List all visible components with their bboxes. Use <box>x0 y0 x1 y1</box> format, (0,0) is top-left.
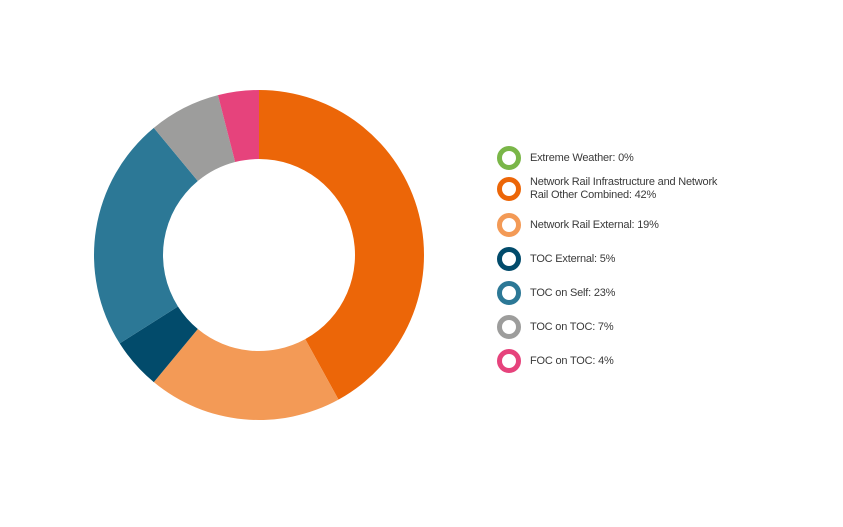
legend-item: FOC on TOC: 4% <box>497 349 614 373</box>
legend-marker-icon <box>497 247 521 271</box>
legend-label: Network Rail External: 19% <box>530 218 659 231</box>
legend-marker-icon <box>497 213 521 237</box>
legend-item: Extreme Weather: 0% <box>497 146 634 170</box>
legend-item: Network Rail Infrastructure and Network … <box>497 176 720 202</box>
donut-slice-5 <box>153 95 236 182</box>
legend-marker-icon <box>497 315 521 339</box>
legend-label: TOC External: 5% <box>530 252 616 265</box>
legend-label: Network Rail Infrastructure and Network … <box>530 176 718 201</box>
legend-label: TOC on TOC: 7% <box>530 320 614 333</box>
donut-slice-1 <box>259 90 424 400</box>
donut-slice-3 <box>119 306 198 383</box>
legend-item: TOC on Self: 23% <box>497 281 615 305</box>
legend-marker-icon <box>497 281 521 305</box>
legend-marker-icon <box>497 349 521 373</box>
legend-marker-icon <box>497 177 521 201</box>
legend-item: TOC on TOC: 7% <box>497 315 614 339</box>
legend-label: Extreme Weather: 0% <box>530 151 634 164</box>
donut-slice-6 <box>217 90 259 163</box>
legend-label: FOC on TOC: 4% <box>530 354 614 367</box>
legend-item: Network Rail External: 19% <box>497 213 659 237</box>
legend-label: TOC on Self: 23% <box>530 286 616 299</box>
donut-slice-2 <box>153 328 339 420</box>
donut-slice-4 <box>94 127 198 344</box>
legend-marker-icon <box>497 146 521 170</box>
legend-item: TOC External: 5% <box>497 247 615 271</box>
